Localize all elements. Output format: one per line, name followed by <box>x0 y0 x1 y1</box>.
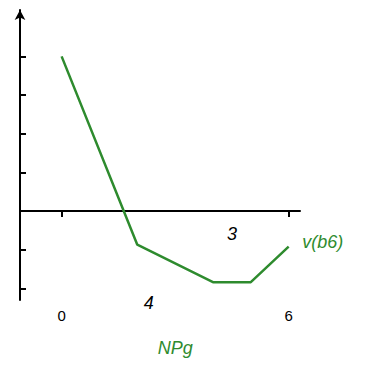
svg-text:0: 0 <box>57 307 65 324</box>
svg-text:3: 3 <box>227 224 237 244</box>
svg-text:4: 4 <box>144 293 154 313</box>
svg-text:6: 6 <box>284 307 292 324</box>
svg-text:NPg: NPg <box>158 338 193 358</box>
svg-text:v(b6): v(b6) <box>302 232 343 252</box>
